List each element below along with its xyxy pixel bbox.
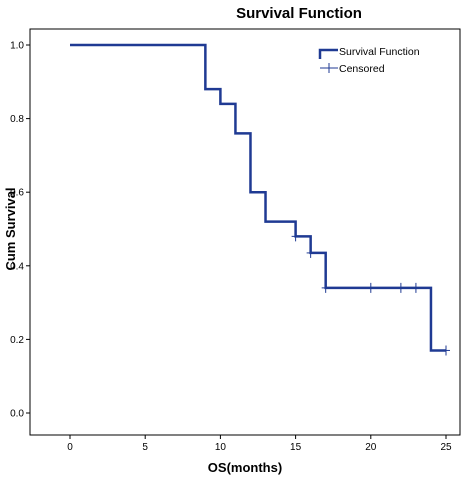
x-tick-label: 25: [440, 442, 452, 453]
y-tick-label: 0.6: [10, 188, 24, 199]
x-axis-ticks: 0 5 10 15 20 25: [67, 435, 452, 453]
x-tick-label: 15: [290, 442, 302, 453]
legend-swatch-survival-function: [318, 48, 338, 59]
y-tick-label: 0.2: [10, 335, 24, 346]
x-tick-label: 20: [365, 442, 377, 453]
censored-marker: [442, 345, 450, 356]
censored-marker: [306, 247, 315, 258]
x-tick-label: 10: [215, 442, 227, 453]
x-tick-label: 5: [142, 442, 148, 453]
legend-label-survival-function: Survival Function: [339, 46, 420, 58]
y-tick-label: 0.4: [10, 261, 24, 272]
censored-marker: [411, 282, 420, 293]
x-axis-label: OS(months): [208, 460, 282, 475]
censored-marker: [396, 282, 405, 293]
censored-marker: [321, 282, 330, 293]
legend: Survival Function Censored: [318, 46, 420, 75]
survival-function-line: [70, 43, 446, 352]
chart-title: Survival Function: [236, 5, 362, 22]
y-tick-label: 1.0: [10, 41, 24, 52]
series-lines: [70, 43, 446, 352]
y-axis-label: Cum Survival: [3, 187, 18, 270]
censored-marker: [291, 231, 300, 242]
x-tick-label: 0: [67, 442, 73, 453]
censored-markers: [291, 231, 450, 356]
y-tick-label: 0.8: [10, 114, 24, 125]
plot-area-frame: [29, 28, 461, 436]
censored-marker: [366, 282, 375, 293]
y-axis-ticks: 0.0 0.2 0.4 0.6 0.8 1.0: [10, 41, 30, 420]
y-tick-label: 0.0: [10, 409, 24, 420]
legend-label-censored: Censored: [339, 63, 385, 75]
